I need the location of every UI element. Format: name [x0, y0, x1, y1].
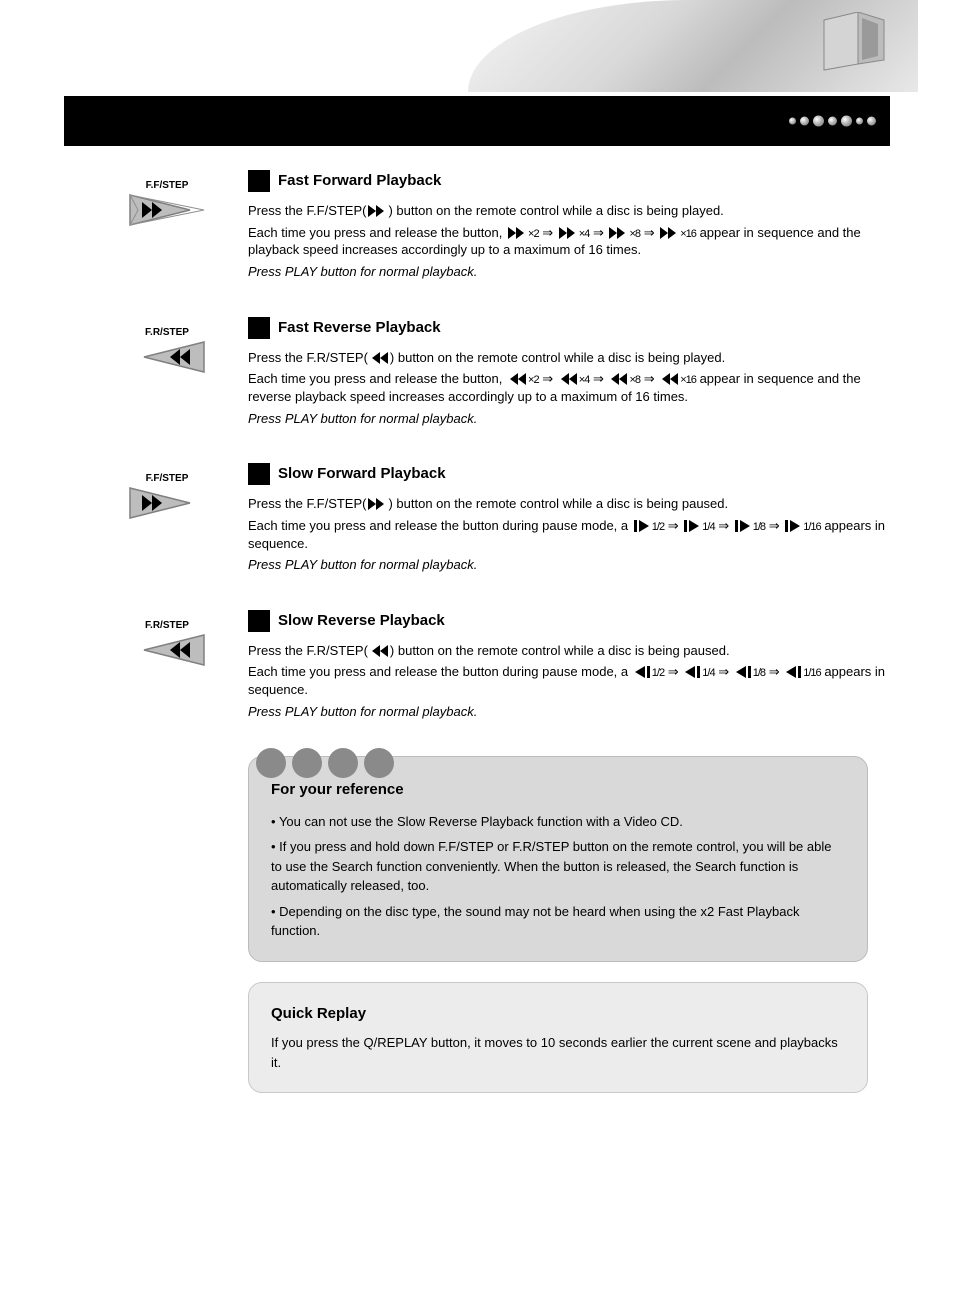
title-bar-dots	[789, 116, 876, 127]
fr-icon	[609, 373, 627, 385]
section-number-box	[248, 170, 270, 192]
slow-rev-icon	[634, 666, 650, 678]
section-slow-forward: F.F/STEP Slow Forward Playback Press the…	[128, 463, 890, 574]
section-text: Press PLAY button for normal playback.	[248, 410, 890, 428]
quick-replay-body: If you press the Q/REPLAY button, it mov…	[271, 1033, 841, 1072]
fr-icon	[660, 373, 678, 385]
remote-label: F.F/STEP	[124, 180, 210, 191]
remote-fr-icon	[128, 340, 206, 374]
slow-rev-icon	[684, 666, 700, 678]
slow-fwd-icon	[634, 520, 650, 532]
section-text: Each time you press and release the butt…	[248, 517, 890, 552]
reference-bullet: • You can not use the Slow Reverse Playb…	[271, 812, 839, 832]
fr-icon	[370, 645, 388, 657]
remote-fr-step-button: F.R/STEP	[124, 620, 210, 667]
remote-ff-icon	[128, 486, 206, 520]
reference-box: For your reference • You can not use the…	[248, 756, 868, 962]
slow-rev-icon	[735, 666, 751, 678]
ff-icon	[609, 227, 627, 239]
section-heading: Fast Forward Playback	[278, 170, 441, 189]
section-text: Each time you press and release the butt…	[248, 663, 890, 698]
ff-icon	[368, 205, 386, 217]
section-heading: Slow Reverse Playback	[278, 610, 445, 629]
quick-replay-title: Quick Replay	[271, 1003, 841, 1026]
header-graphic	[468, 0, 918, 92]
section-number-box	[248, 463, 270, 485]
ff-icon	[660, 227, 678, 239]
remote-ff-step-button: F.F/STEP	[124, 473, 210, 520]
fr-icon	[508, 373, 526, 385]
fr-icon	[559, 373, 577, 385]
ff-icon	[508, 227, 526, 239]
remote-ff-step-button: F.F/STEP	[124, 180, 210, 227]
section-slow-reverse: F.R/STEP Slow Reverse Playback Press the…	[128, 610, 890, 721]
reference-box-dots	[256, 748, 394, 778]
ff-icon	[368, 498, 386, 510]
reference-bullet: • If you press and hold down F.F/STEP or…	[271, 837, 839, 896]
reference-bullet: • Depending on the disc type, the sound …	[271, 902, 839, 941]
remote-label: F.R/STEP	[124, 620, 210, 631]
remote-fr-icon	[128, 633, 206, 667]
ff-icon	[559, 227, 577, 239]
section-text: Press the F.R/STEP() button on the remot…	[248, 349, 890, 367]
section-text: Press the F.F/STEP() button on the remot…	[248, 202, 890, 220]
section-fast-reverse: F.R/STEP Fast Reverse Playback Press the…	[128, 317, 890, 428]
section-number-box	[248, 317, 270, 339]
slow-fwd-icon	[684, 520, 700, 532]
main-content: F.F/STEP Fast Forward Playback Press the…	[128, 170, 890, 1093]
section-text: Press PLAY button for normal playback.	[248, 556, 890, 574]
section-heading: Fast Reverse Playback	[278, 317, 441, 336]
remote-label: F.R/STEP	[124, 327, 210, 338]
remote-ff-icon	[128, 193, 206, 227]
remote-label: F.F/STEP	[124, 473, 210, 484]
section-text: Press PLAY button for normal playback.	[248, 263, 890, 281]
section-fast-forward: F.F/STEP Fast Forward Playback Press the…	[128, 170, 890, 281]
fr-icon	[370, 352, 388, 364]
remote-fr-step-button: F.R/STEP	[124, 327, 210, 374]
section-text: Each time you press and release the butt…	[248, 370, 890, 405]
door-graphic	[818, 12, 888, 74]
title-bar	[64, 96, 890, 146]
slow-rev-icon	[785, 666, 801, 678]
reference-title: For your reference	[271, 779, 839, 802]
quick-replay-box: Quick Replay If you press the Q/REPLAY b…	[248, 982, 868, 1094]
section-number-box	[248, 610, 270, 632]
section-text: Press PLAY button for normal playback.	[248, 703, 890, 721]
section-text: Press the F.F/STEP() button on the remot…	[248, 495, 890, 513]
section-text: Press the F.R/STEP() button on the remot…	[248, 642, 890, 660]
section-heading: Slow Forward Playback	[278, 463, 446, 482]
section-text: Each time you press and release the butt…	[248, 224, 890, 259]
slow-fwd-icon	[735, 520, 751, 532]
slow-fwd-icon	[785, 520, 801, 532]
